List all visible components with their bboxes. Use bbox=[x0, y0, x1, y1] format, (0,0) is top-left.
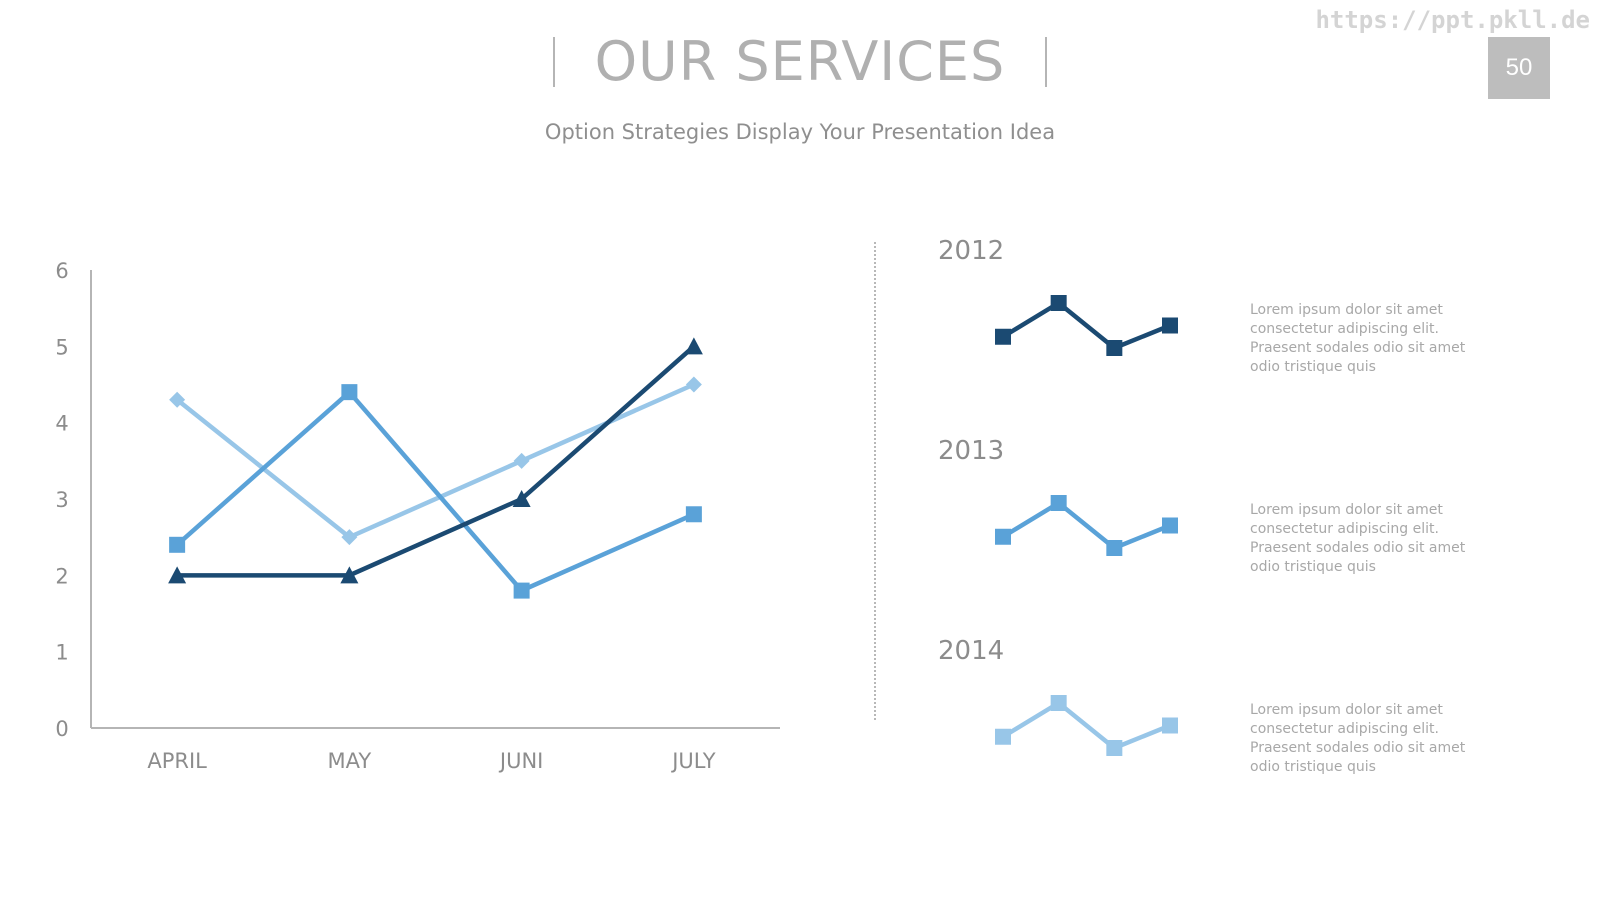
y-tick-label: 6 bbox=[55, 259, 68, 283]
description-2014: Lorem ipsum dolor sit amet consectetur a… bbox=[1250, 702, 1466, 775]
y-tick-label: 2 bbox=[55, 564, 68, 588]
x-tick-label: JULY bbox=[670, 749, 715, 773]
series-2-point bbox=[340, 566, 359, 584]
series-1-point bbox=[513, 582, 530, 599]
series-0-point bbox=[341, 529, 358, 546]
mini-chart-2014-line bbox=[1001, 700, 1171, 751]
mini-chart-2014-point bbox=[1106, 740, 1123, 756]
page-title: OUR SERVICES bbox=[594, 30, 1006, 93]
series-1-point bbox=[341, 384, 358, 401]
x-tick-label: MAY bbox=[328, 749, 372, 773]
mini-chart-2013-point bbox=[1162, 517, 1178, 534]
mini-chart-2012-point bbox=[1106, 340, 1123, 356]
series-1-point bbox=[169, 536, 186, 553]
series-line-0 bbox=[175, 382, 695, 540]
mini-chart-2014-point bbox=[995, 728, 1011, 745]
title-left-bar bbox=[552, 36, 555, 87]
y-tick-label: 3 bbox=[55, 488, 68, 512]
series-0-point bbox=[169, 391, 186, 408]
series-0-point bbox=[685, 376, 702, 393]
mini-chart-2012-line bbox=[1001, 300, 1171, 351]
series-0-point bbox=[513, 452, 530, 469]
mini-chart-2012-point bbox=[995, 328, 1011, 345]
y-tick-label: 4 bbox=[55, 412, 68, 436]
series-line-2 bbox=[177, 344, 696, 578]
mini-chart-2013-point bbox=[1106, 540, 1123, 556]
y-tick-label: 0 bbox=[55, 717, 68, 741]
title-right-bar bbox=[1045, 36, 1048, 87]
year-label-2013: 2013 bbox=[938, 436, 1005, 466]
series-2-point bbox=[168, 566, 187, 584]
mini-chart-2013-point bbox=[995, 528, 1011, 545]
mini-chart-2012-point bbox=[1050, 295, 1067, 311]
description-2012: Lorem ipsum dolor sit amet consectetur a… bbox=[1250, 302, 1466, 375]
page-subtitle: Option Strategies Display Your Presentat… bbox=[544, 120, 1056, 144]
title-row: OUR SERVICES bbox=[0, 30, 1600, 93]
x-tick-label: APRIL bbox=[147, 749, 207, 773]
series-2-point bbox=[512, 490, 531, 507]
page-number-badge: 50 bbox=[1488, 37, 1550, 99]
mini-chart-2014-point bbox=[1162, 717, 1178, 734]
y-tick-label: 1 bbox=[55, 641, 68, 665]
vertical-divider bbox=[874, 242, 876, 720]
mini-chart-2013-point bbox=[1050, 495, 1067, 511]
year-label-2014: 2014 bbox=[938, 636, 1005, 666]
year-label-2012: 2012 bbox=[938, 236, 1005, 266]
mini-chart-2012-point bbox=[1162, 317, 1178, 334]
mini-chart-2014-point bbox=[1050, 695, 1067, 711]
description-2013: Lorem ipsum dolor sit amet consectetur a… bbox=[1250, 502, 1466, 575]
series-2-point bbox=[684, 337, 703, 355]
series-1-point bbox=[685, 506, 702, 523]
mini-chart-2013-line bbox=[1001, 500, 1171, 551]
watermark-url: https://ppt.pkll.de bbox=[1315, 6, 1590, 34]
y-tick-label: 5 bbox=[55, 335, 68, 359]
series-line-1 bbox=[175, 388, 695, 594]
x-tick-label: JUNI bbox=[498, 749, 543, 773]
